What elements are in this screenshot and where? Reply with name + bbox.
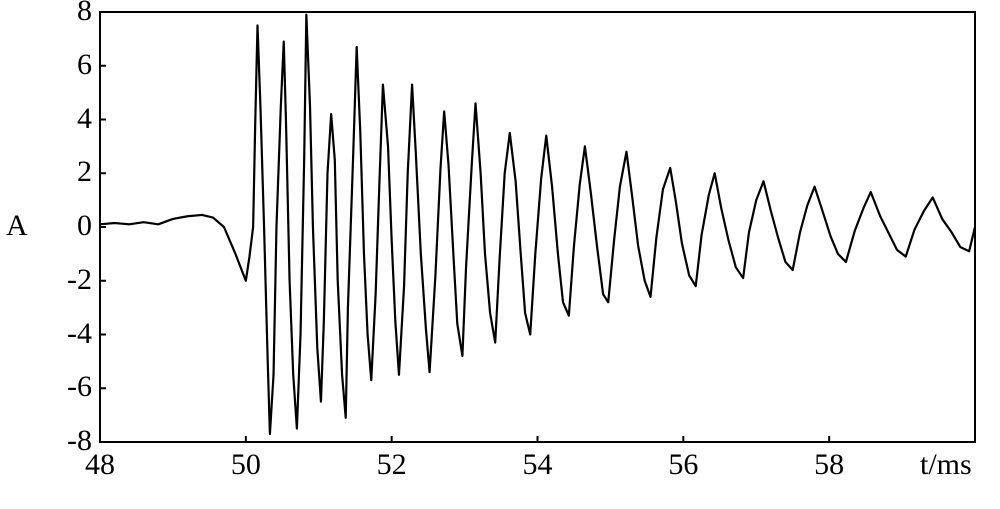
x-axis-label: t/ms xyxy=(920,448,972,482)
y-tick-label: -2 xyxy=(32,263,92,297)
x-tick-label: 58 xyxy=(814,448,844,482)
x-tick-label: 56 xyxy=(668,448,698,482)
x-tick-label: 50 xyxy=(231,448,261,482)
y-tick-label: -4 xyxy=(32,317,92,351)
chart-svg xyxy=(0,0,1000,509)
y-axis-label: A xyxy=(6,209,28,243)
signal-line xyxy=(100,15,975,434)
y-tick-label: 2 xyxy=(32,155,92,189)
y-tick-label: 4 xyxy=(32,102,92,136)
damped-oscillation-chart: A t/ms 485052545658-8-6-4-202468 xyxy=(0,0,1000,509)
x-tick-label: 52 xyxy=(377,448,407,482)
y-tick-label: -8 xyxy=(32,424,92,458)
x-tick-label: 54 xyxy=(523,448,553,482)
y-tick-label: -6 xyxy=(32,370,92,404)
y-tick-label: 8 xyxy=(32,0,92,28)
y-tick-label: 6 xyxy=(32,48,92,82)
y-tick-label: 0 xyxy=(32,209,92,243)
